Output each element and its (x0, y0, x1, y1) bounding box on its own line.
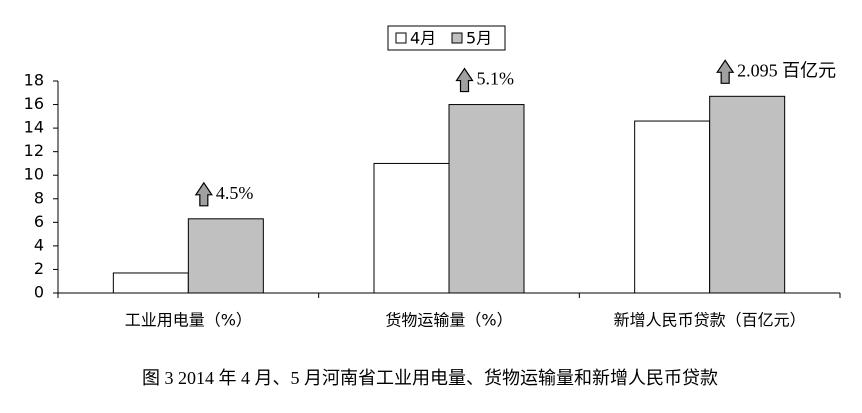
bar (634, 120, 711, 294)
arrow-icon (716, 59, 735, 84)
arrow-icon (455, 67, 474, 93)
legend-label: 5月 (466, 29, 492, 48)
x-tick-label: 工业用电量（%） (125, 311, 252, 330)
bar (112, 272, 189, 294)
y-tick-label: 8 (34, 188, 44, 207)
legend-box (387, 25, 506, 51)
y-tick-label: 14 (24, 118, 44, 137)
annotation: 5.1% (477, 69, 515, 89)
x-tick-label: 新增人民币贷款（百亿元） (614, 311, 806, 330)
y-tick-label: 2 (34, 259, 44, 278)
annotation: 2.095 百亿元 (737, 60, 836, 80)
legend-swatch (395, 32, 407, 44)
bar (187, 218, 264, 294)
bar (373, 162, 450, 294)
x-tick-label: 货物运输量（%） (385, 311, 512, 330)
annotation: 4.5% (216, 183, 254, 203)
legend-swatch (451, 32, 463, 44)
y-tick-label: 10 (24, 165, 44, 184)
y-tick-label: 4 (34, 235, 44, 254)
y-tick-label: 12 (24, 141, 44, 160)
bar (448, 104, 525, 294)
chart-caption: 图 3 2014 年 4 月、5 月河南省工业用电量、货物运输量和新增人民币贷款 (142, 368, 718, 388)
y-tick-label: 16 (24, 94, 44, 113)
y-tick-label: 6 (34, 212, 44, 231)
y-tick-label: 0 (34, 283, 44, 302)
y-tick-label: 18 (24, 71, 44, 90)
arrow-icon (194, 181, 213, 207)
legend-label: 4月 (410, 29, 436, 48)
bar (709, 95, 786, 294)
